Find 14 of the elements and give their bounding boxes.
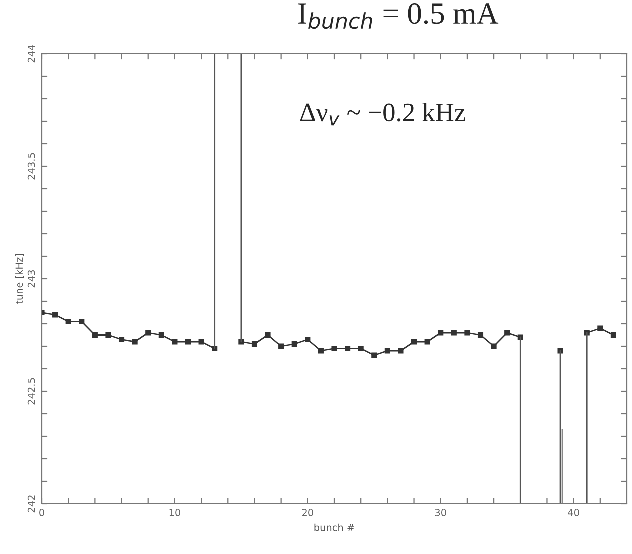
x-axis-title: bunch # [314, 524, 354, 532]
x-tick-label: 30 [435, 509, 446, 516]
y-tick-label: 243 [28, 270, 36, 288]
annotation: Δν$_{v}$ ~ −0.2 kHz [300, 103, 466, 126]
x-tick-label: 10 [170, 509, 180, 516]
y-tick-label: 243.5 [28, 153, 36, 180]
y-tick-label: 242.5 [28, 378, 36, 405]
y-axis-title: tune [kHz] [16, 254, 24, 304]
y-tick-label: 242 [28, 496, 36, 513]
chart-title: I$_{bunch}$ = 0.5 mA [298, 4, 499, 30]
x-tick-label: 20 [302, 509, 314, 516]
y-tick-label: 244 [28, 45, 36, 63]
x-tick-label: 0 [40, 509, 44, 516]
x-tick-label: 40 [568, 509, 580, 516]
